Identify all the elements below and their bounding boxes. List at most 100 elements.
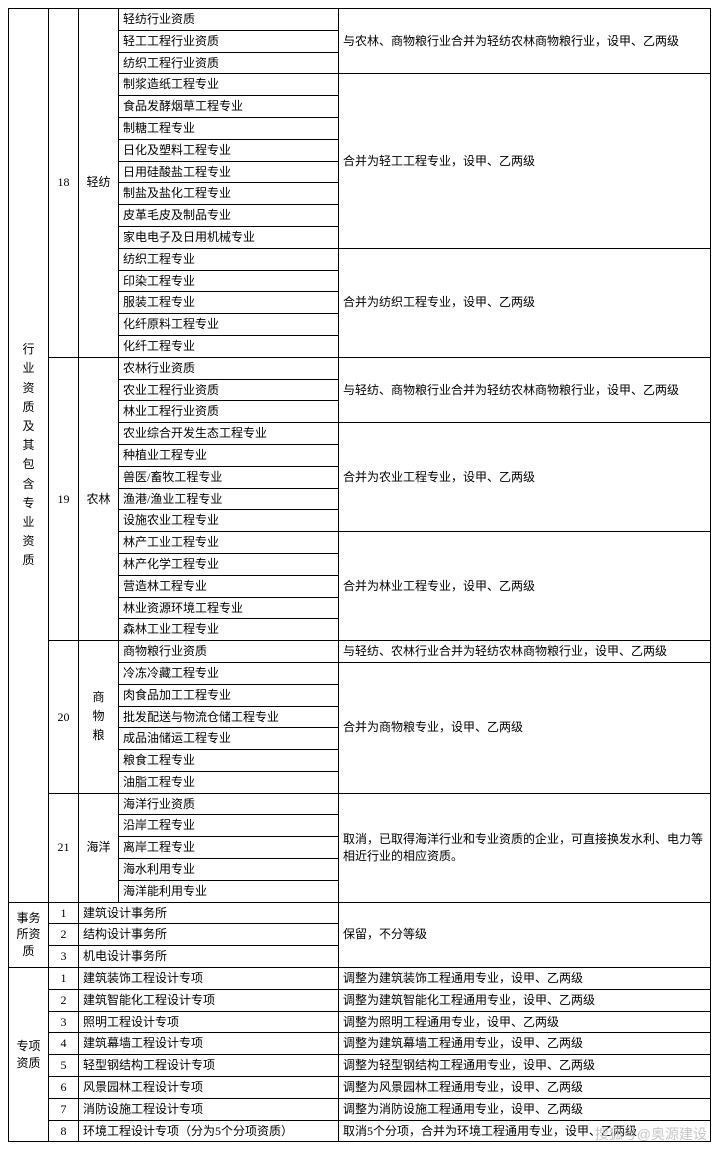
group-num: 21 — [49, 793, 79, 902]
item-cell: 轻工工程行业资质 — [119, 30, 339, 52]
table-row: 2 建筑智能化工程设计专项 调整为建筑智能化工程通用专业，设甲、乙两级 — [9, 989, 711, 1011]
item-cell: 渔港/渔业工程专业 — [119, 488, 339, 510]
note-cell: 合并为纺织工程专业，设甲、乙两级 — [339, 248, 711, 357]
row-num: 1 — [49, 968, 79, 990]
group-num: 20 — [49, 641, 79, 794]
item-cell: 成品油储运工程专业 — [119, 728, 339, 750]
table-row: 8 环境工程设计专项（分为5个分项资质） 取消5个分项，合并为环境工程通用专业，… — [9, 1120, 711, 1142]
note-cell: 调整为建筑装饰工程通用专业，设甲、乙两级 — [339, 968, 711, 990]
item-cell: 制盐及盐化工程专业 — [119, 183, 339, 205]
item-cell: 建筑设计事务所 — [79, 902, 339, 924]
item-cell: 制糖工程专业 — [119, 117, 339, 139]
group-num: 18 — [49, 9, 79, 358]
table-row: 4 建筑幕墙工程设计专项 调整为建筑幕墙工程通用专业，设甲、乙两级 — [9, 1033, 711, 1055]
item-cell: 海洋能利用专业 — [119, 880, 339, 902]
note-cell: 与农林、商物粮行业合并为轻纺农林商物粮行业，设甲、乙两级 — [339, 9, 711, 74]
item-cell: 沿岸工程专业 — [119, 815, 339, 837]
row-num: 6 — [49, 1077, 79, 1099]
item-cell: 农业工程行业资质 — [119, 379, 339, 401]
row-num: 3 — [49, 946, 79, 968]
item-cell: 林产化学工程专业 — [119, 553, 339, 575]
row-num: 1 — [49, 902, 79, 924]
item-cell: 印染工程专业 — [119, 270, 339, 292]
item-cell: 农林行业资质 — [119, 357, 339, 379]
category-cell: 事务所资质 — [9, 902, 49, 967]
note-cell: 调整为消防设施工程通用专业，设甲、乙两级 — [339, 1098, 711, 1120]
item-cell: 纺织工程专业 — [119, 248, 339, 270]
note-cell: 合并为林业工程专业，设甲、乙两级 — [339, 532, 711, 641]
item-cell: 化纤工程专业 — [119, 335, 339, 357]
group-name: 海洋 — [79, 793, 119, 902]
note-cell: 与轻纺、农林行业合并为轻纺农林商物粮行业，设甲、乙两级 — [339, 641, 711, 663]
item-cell: 林业资源环境工程专业 — [119, 597, 339, 619]
item-cell: 日用硅酸盐工程专业 — [119, 161, 339, 183]
item-cell: 轻型钢结构工程设计专项 — [79, 1055, 339, 1077]
table-row: 19 农林 农林行业资质 与轻纺、商物粮行业合并为轻纺农林商物粮行业，设甲、乙两… — [9, 357, 711, 379]
item-cell: 轻纺行业资质 — [119, 9, 339, 31]
table-row: 专项资质 1 建筑装饰工程设计专项 调整为建筑装饰工程通用专业，设甲、乙两级 — [9, 968, 711, 990]
row-num: 4 — [49, 1033, 79, 1055]
note-cell: 合并为商物粮专业，设甲、乙两级 — [339, 662, 711, 793]
item-cell: 制浆造纸工程专业 — [119, 74, 339, 96]
item-cell: 冷冻冷藏工程专业 — [119, 662, 339, 684]
group-name: 农林 — [79, 357, 119, 640]
note-cell: 调整为照明工程通用专业，设甲、乙两级 — [339, 1011, 711, 1033]
item-cell: 建筑幕墙工程设计专项 — [79, 1033, 339, 1055]
note-cell: 保留，不分等级 — [339, 902, 711, 967]
item-cell: 日化及塑料工程专业 — [119, 139, 339, 161]
item-cell: 粮食工程专业 — [119, 750, 339, 772]
item-cell: 林产工业工程专业 — [119, 532, 339, 554]
item-cell: 食品发酵烟草工程专业 — [119, 96, 339, 118]
item-cell: 批发配送与物流仓储工程专业 — [119, 706, 339, 728]
row-num: 2 — [49, 924, 79, 946]
table-row: 5 轻型钢结构工程设计专项 调整为轻型钢结构工程通用专业，设甲、乙两级 — [9, 1055, 711, 1077]
item-cell: 农业综合开发生态工程专业 — [119, 423, 339, 445]
item-cell: 海洋行业资质 — [119, 793, 339, 815]
item-cell: 营造林工程专业 — [119, 575, 339, 597]
note-cell: 与轻纺、商物粮行业合并为轻纺农林商物粮行业，设甲、乙两级 — [339, 357, 711, 422]
item-cell: 建筑装饰工程设计专项 — [79, 968, 339, 990]
note-cell: 取消，已取得海洋行业和专业资质的企业，可直接换发水利、电力等相近行业的相应资质。 — [339, 793, 711, 902]
item-cell: 商物粮行业资质 — [119, 641, 339, 663]
item-cell: 家电电子及日用机械专业 — [119, 226, 339, 248]
table-row: 3 照明工程设计专项 调整为照明工程通用专业，设甲、乙两级 — [9, 1011, 711, 1033]
note-cell: 合并为轻工工程专业，设甲、乙两级 — [339, 74, 711, 248]
group-name: 轻纺 — [79, 9, 119, 358]
item-cell: 森林工业工程专业 — [119, 619, 339, 641]
item-cell: 皮革毛皮及制品专业 — [119, 205, 339, 227]
item-cell: 纺织工程行业资质 — [119, 52, 339, 74]
row-num: 5 — [49, 1055, 79, 1077]
row-num: 8 — [49, 1120, 79, 1142]
item-cell: 离岸工程专业 — [119, 837, 339, 859]
item-cell: 服装工程专业 — [119, 292, 339, 314]
item-cell: 照明工程设计专项 — [79, 1011, 339, 1033]
row-num: 2 — [49, 989, 79, 1011]
category-cell: 行业资质及其包含专业资质 — [9, 9, 49, 903]
item-cell: 风景园林工程设计专项 — [79, 1077, 339, 1099]
note-cell: 调整为轻型钢结构工程通用专业，设甲、乙两级 — [339, 1055, 711, 1077]
item-cell: 化纤原料工程专业 — [119, 314, 339, 336]
item-cell: 海水利用专业 — [119, 859, 339, 881]
item-cell: 建筑智能化工程设计专项 — [79, 989, 339, 1011]
item-cell: 环境工程设计专项（分为5个分项资质） — [79, 1120, 339, 1142]
note-cell: 合并为农业工程专业，设甲、乙两级 — [339, 423, 711, 532]
row-num: 3 — [49, 1011, 79, 1033]
item-cell: 设施农业工程专业 — [119, 510, 339, 532]
item-cell: 种植业工程专业 — [119, 444, 339, 466]
item-cell: 油脂工程专业 — [119, 771, 339, 793]
item-cell: 消防设施工程设计专项 — [79, 1098, 339, 1120]
table-row: 21 海洋 海洋行业资质 取消，已取得海洋行业和专业资质的企业，可直接换发水利、… — [9, 793, 711, 815]
item-cell: 肉食品加工工程专业 — [119, 684, 339, 706]
group-num: 19 — [49, 357, 79, 640]
category-cell: 专项资质 — [9, 968, 49, 1142]
group-name: 商物粮 — [79, 641, 119, 794]
table-row: 20 商物粮 商物粮行业资质 与轻纺、农林行业合并为轻纺农林商物粮行业，设甲、乙… — [9, 641, 711, 663]
table-row: 事务所资质 1 建筑设计事务所 保留，不分等级 — [9, 902, 711, 924]
table-row: 6 风景园林工程设计专项 调整为风景园林工程通用专业，设甲、乙两级 — [9, 1077, 711, 1099]
qualification-table: 行业资质及其包含专业资质 18 轻纺 轻纺行业资质 与农林、商物粮行业合并为轻纺… — [8, 8, 711, 1142]
item-cell: 兽医/畜牧工程专业 — [119, 466, 339, 488]
note-cell: 调整为建筑智能化工程通用专业，设甲、乙两级 — [339, 989, 711, 1011]
item-cell: 结构设计事务所 — [79, 924, 339, 946]
table-row: 7 消防设施工程设计专项 调整为消防设施工程通用专业，设甲、乙两级 — [9, 1098, 711, 1120]
note-cell: 调整为风景园林工程通用专业，设甲、乙两级 — [339, 1077, 711, 1099]
